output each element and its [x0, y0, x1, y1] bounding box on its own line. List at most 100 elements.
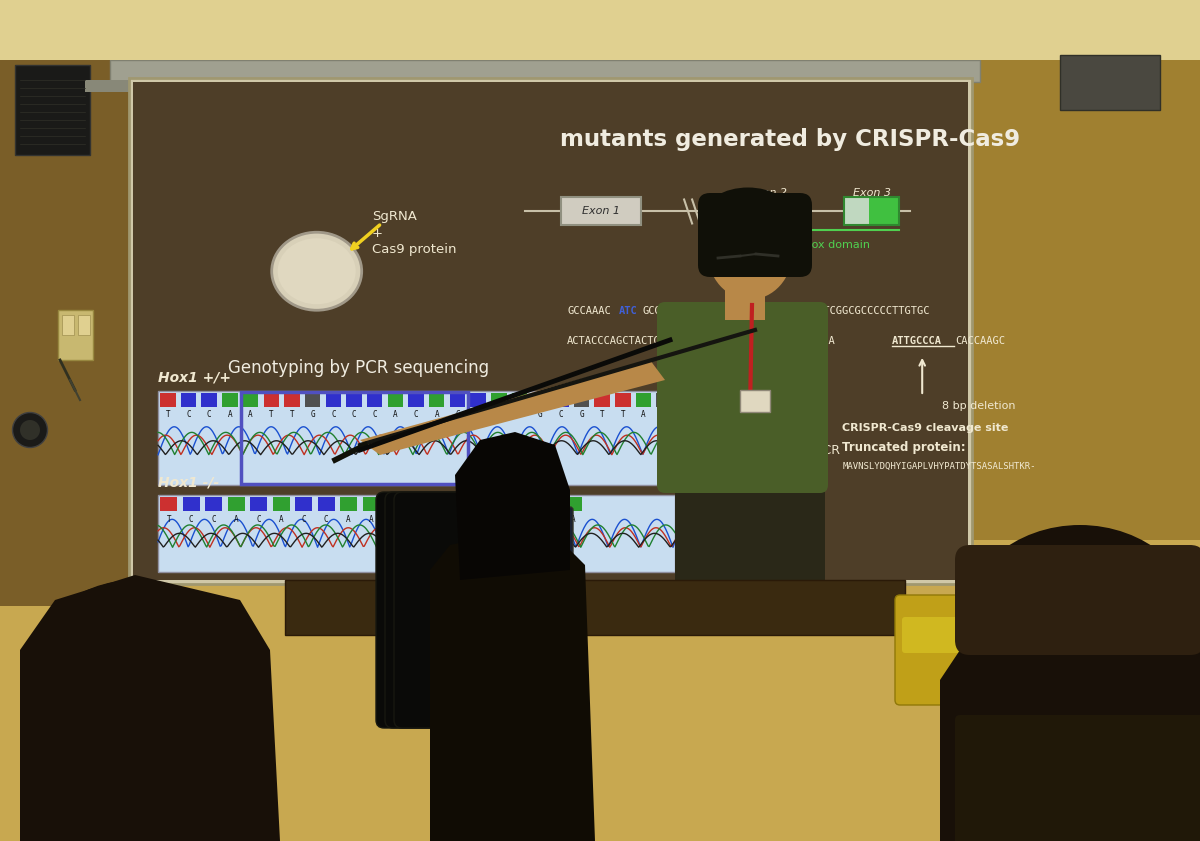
Polygon shape — [940, 600, 1200, 841]
Bar — [845, 198, 869, 225]
Text: G: G — [436, 515, 440, 524]
FancyBboxPatch shape — [698, 193, 812, 277]
Bar — [78, 315, 90, 335]
Bar — [491, 393, 506, 407]
Text: C: C — [414, 410, 419, 420]
Bar — [347, 393, 361, 407]
Bar — [286, 580, 905, 635]
Polygon shape — [360, 360, 665, 455]
FancyBboxPatch shape — [955, 545, 1200, 655]
FancyBboxPatch shape — [674, 465, 826, 635]
Text: A: A — [504, 515, 509, 524]
Text: C: C — [324, 515, 329, 524]
Bar — [450, 393, 466, 407]
Text: MAVNSLYDQHYIGAPLVHYPATDYTSASALSHTKR-: MAVNSLYDQHYIGAPLVHYPATDYTSASALSHTKR- — [842, 462, 1036, 470]
Bar — [251, 497, 268, 511]
Polygon shape — [430, 535, 595, 841]
Bar — [367, 393, 383, 407]
Bar — [452, 497, 469, 511]
Text: T: T — [269, 410, 274, 420]
Polygon shape — [20, 575, 280, 841]
Text: A: A — [434, 410, 439, 420]
Text: A: A — [368, 515, 373, 524]
Bar — [464, 514, 566, 586]
Bar — [740, 390, 770, 412]
Bar — [305, 393, 320, 407]
Text: C: C — [455, 410, 460, 420]
Text: Exon 3: Exon 3 — [853, 188, 890, 198]
Text: Homeobox domain: Homeobox domain — [764, 241, 870, 251]
Bar — [1060, 55, 1160, 110]
Text: Genotyping by PCR sequencing: Genotyping by PCR sequencing — [228, 359, 490, 378]
Text: Truncated protein:: Truncated protein: — [842, 442, 966, 454]
Text: G: G — [391, 515, 396, 524]
Text: GCGGTGAACTCTCTACGACCAGCACTACATCGGCGCCCCCTTGTGC: GCGGTGAACTCTCTACGACCAGCACTACATCGGCGCCCCC… — [642, 306, 930, 316]
Bar — [970, 60, 1200, 540]
Text: T: T — [166, 410, 170, 420]
Ellipse shape — [271, 232, 361, 310]
Bar — [161, 497, 178, 511]
Bar — [318, 497, 335, 511]
FancyBboxPatch shape — [454, 588, 577, 604]
Text: mutants generated by CRISPR-Cas9: mutants generated by CRISPR-Cas9 — [552, 128, 1021, 151]
Polygon shape — [25, 640, 270, 841]
Bar — [764, 198, 800, 225]
Bar — [408, 393, 424, 407]
Text: 8 bp deletion: 8 bp deletion — [942, 401, 1015, 411]
Text: Exon 1: Exon 1 — [582, 207, 619, 216]
Text: A: A — [347, 515, 350, 524]
Bar — [62, 315, 74, 335]
Bar — [158, 391, 676, 484]
Bar — [533, 393, 548, 407]
Text: C: C — [331, 410, 336, 420]
Ellipse shape — [960, 525, 1200, 735]
Bar — [0, 60, 1200, 540]
Text: C: C — [558, 410, 563, 420]
Bar — [202, 393, 217, 407]
Ellipse shape — [25, 580, 245, 780]
Bar — [725, 280, 766, 320]
Text: Hox1: Hox1 — [485, 690, 551, 713]
Text: C: C — [372, 410, 377, 420]
Bar — [511, 393, 527, 407]
Bar — [0, 0, 1200, 60]
Ellipse shape — [20, 420, 40, 440]
Bar — [284, 393, 300, 407]
Text: C: C — [186, 410, 191, 420]
Bar — [242, 393, 258, 407]
Text: C: C — [211, 515, 216, 524]
Bar — [594, 393, 610, 407]
Bar — [656, 393, 672, 407]
Bar — [470, 393, 486, 407]
Text: Hox1 -/-: Hox1 -/- — [158, 475, 220, 489]
Text: SgRNA: SgRNA — [372, 209, 416, 223]
Text: T: T — [458, 515, 463, 524]
FancyBboxPatch shape — [385, 492, 486, 728]
Bar — [241, 392, 468, 484]
Bar — [616, 393, 630, 407]
Bar — [636, 393, 652, 407]
Ellipse shape — [704, 188, 792, 242]
Bar — [1070, 60, 1150, 100]
Bar — [133, 82, 968, 580]
Text: C: C — [301, 515, 306, 524]
Bar — [14, 65, 90, 155]
Text: C: C — [414, 515, 419, 524]
Polygon shape — [770, 370, 820, 490]
Bar — [388, 393, 403, 407]
Bar — [272, 497, 289, 511]
Text: G: G — [662, 410, 666, 420]
Ellipse shape — [1129, 594, 1164, 606]
Bar — [498, 497, 515, 511]
Bar — [325, 393, 341, 407]
Text: GCCAAAC: GCCAAAC — [568, 306, 611, 316]
Text: sequencing: sequencing — [743, 460, 815, 473]
Bar — [181, 393, 197, 407]
FancyBboxPatch shape — [895, 595, 980, 705]
Text: C: C — [257, 515, 260, 524]
Bar — [158, 495, 676, 573]
Text: T: T — [289, 410, 294, 420]
Text: Cas9 protein: Cas9 protein — [372, 243, 456, 256]
Bar — [475, 497, 492, 511]
Text: +: + — [372, 227, 383, 240]
